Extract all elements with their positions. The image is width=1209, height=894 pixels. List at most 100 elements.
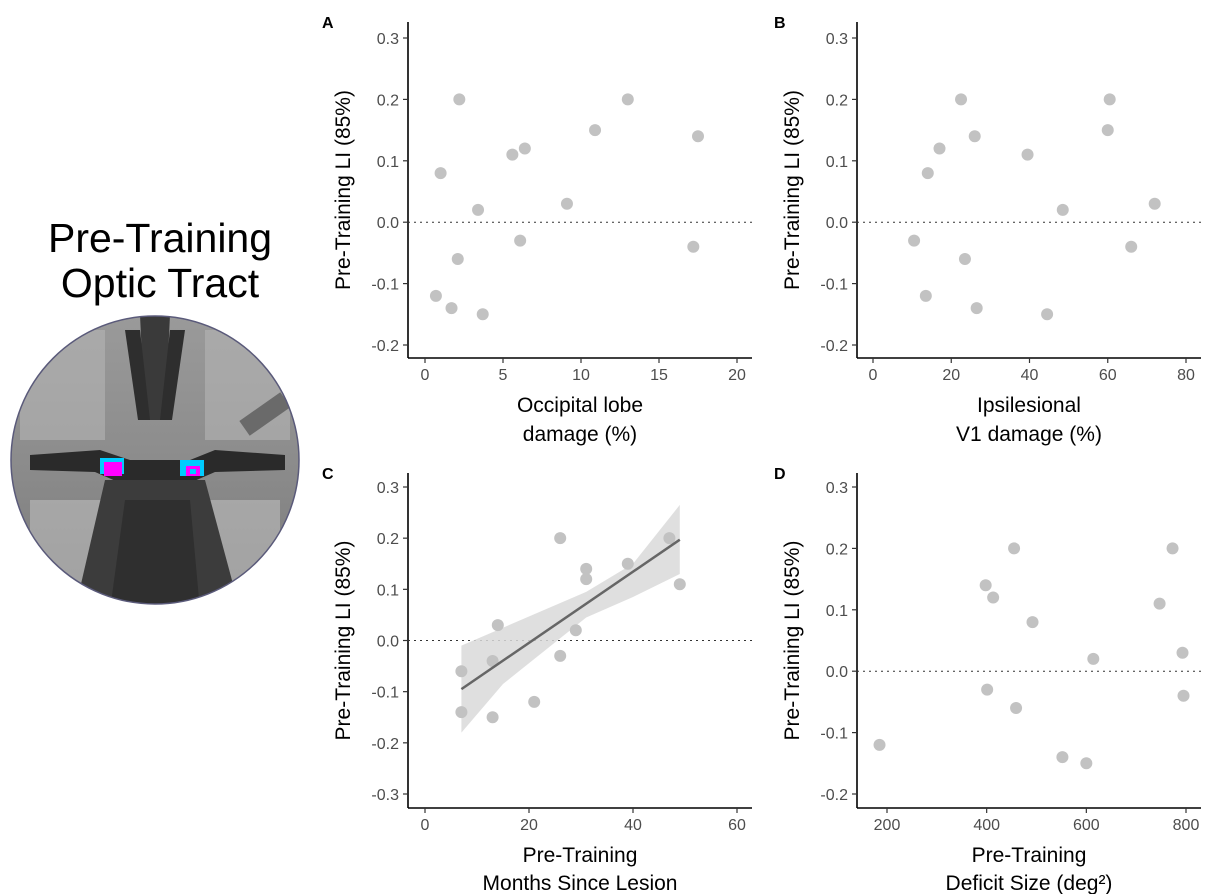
chart-panel-a: A -0.2 -0.1 0.0 0.1 0.2 0.3 0 5 10 15 20 Pre-Trainin… xyxy=(322,15,752,446)
y-tick-label: 0.3 xyxy=(826,480,848,497)
chart-panel-d: D -0.2 -0.1 0.0 0.1 0.2 0.3 200 400 600 800 Pre-Tra… xyxy=(774,466,1201,894)
y-tick-label: 0.3 xyxy=(826,31,848,48)
x-axis-title-line2: damage (%) xyxy=(523,423,637,446)
y-tick-label: 0.1 xyxy=(377,582,399,599)
y-tick-label: -0.1 xyxy=(371,685,399,702)
data-point xyxy=(1101,124,1114,137)
y-tick-label: 0.0 xyxy=(826,664,848,681)
x-tick-label: 10 xyxy=(572,367,590,384)
regression-line xyxy=(460,538,681,691)
data-point xyxy=(968,130,981,143)
y-tick-label: 0.0 xyxy=(826,215,848,232)
data-point xyxy=(673,578,686,591)
y-tick-label: -0.3 xyxy=(371,787,399,804)
data-point xyxy=(1010,702,1023,715)
data-point xyxy=(621,93,634,106)
x-tick-label: 80 xyxy=(1177,367,1195,384)
x-tick-label: 200 xyxy=(874,817,901,834)
x-tick-label: 20 xyxy=(520,817,538,834)
data-point xyxy=(1021,148,1034,161)
data-point xyxy=(455,665,468,678)
y-tick-label: 0.2 xyxy=(826,541,848,558)
panel-label: B xyxy=(774,15,786,32)
x-axis-title-line2: Months Since Lesion xyxy=(483,872,678,894)
y-tick-label: -0.1 xyxy=(820,726,848,743)
data-point xyxy=(514,234,527,247)
y-tick-label: -0.1 xyxy=(820,277,848,294)
y-tick-label: -0.1 xyxy=(371,277,399,294)
data-point xyxy=(451,253,464,266)
x-tick-label: 60 xyxy=(728,817,746,834)
y-tick-label: 0.2 xyxy=(377,531,399,548)
x-axis-title-line2: V1 damage (%) xyxy=(956,423,1102,446)
panel-label: D xyxy=(774,466,786,483)
data-point xyxy=(580,562,593,575)
y-tick-label: 0.3 xyxy=(377,31,399,48)
x-tick-label: 20 xyxy=(728,367,746,384)
data-point xyxy=(472,203,485,216)
data-point xyxy=(1148,197,1161,210)
x-tick-label: 15 xyxy=(650,367,668,384)
data-point xyxy=(663,532,676,545)
y-tick-label: 0.2 xyxy=(826,92,848,109)
chart-panels: A -0.2 -0.1 0.0 0.1 0.2 0.3 0 5 10 15 20 Pre-Trainin… xyxy=(322,15,1201,894)
y-axis-title: Pre-Training LI (85%) xyxy=(781,541,804,741)
data-point xyxy=(476,308,489,321)
data-point xyxy=(1125,240,1138,253)
data-point xyxy=(491,619,504,632)
y-tick-label: 0.1 xyxy=(377,154,399,171)
x-axis-title-line2: Deficit Size (deg²) xyxy=(946,872,1113,894)
data-point xyxy=(429,289,442,302)
data-point xyxy=(970,302,983,315)
brain-mri-image xyxy=(10,315,300,605)
y-tick-label: 0.1 xyxy=(826,603,848,620)
data-point xyxy=(987,591,1000,604)
data-point xyxy=(1056,203,1069,216)
data-point xyxy=(528,695,541,708)
x-tick-label: 20 xyxy=(942,367,960,384)
data-point xyxy=(1041,308,1054,321)
data-point xyxy=(1153,597,1166,610)
y-tick-label: 0.0 xyxy=(377,634,399,651)
data-point xyxy=(1176,646,1189,659)
figure-title-line1: Pre-Training xyxy=(48,215,272,261)
data-point xyxy=(933,142,946,155)
data-point xyxy=(506,148,519,161)
x-tick-label: 0 xyxy=(421,367,430,384)
data-point xyxy=(1080,757,1093,770)
x-tick-label: 800 xyxy=(1173,817,1200,834)
data-point xyxy=(554,532,567,545)
y-tick-label: -0.2 xyxy=(820,338,848,355)
x-axis-title-line1: Ipsilesional xyxy=(977,394,1081,417)
data-point xyxy=(569,624,582,637)
data-point xyxy=(486,654,499,667)
y-tick-label: 0.1 xyxy=(826,154,848,171)
data-point xyxy=(979,579,992,592)
chart-panel-b: B -0.2 -0.1 0.0 0.1 0.2 0.3 0 20 40 60 80 Pre-Traini… xyxy=(774,15,1201,446)
x-axis-title-line1: Pre-Training xyxy=(972,844,1087,867)
y-tick-label: 0.0 xyxy=(377,215,399,232)
x-tick-label: 5 xyxy=(499,367,508,384)
y-tick-label: 0.3 xyxy=(377,480,399,497)
data-point xyxy=(908,234,921,247)
x-tick-label: 600 xyxy=(1073,817,1100,834)
chart-panel-c: C -0.3 -0.2 -0.1 0.0 0.1 0.2 0.3 0 20 40 60 Pre-Trai… xyxy=(322,466,752,894)
data-point xyxy=(687,240,700,253)
x-tick-label: 0 xyxy=(869,367,878,384)
data-point xyxy=(1177,689,1190,702)
data-point xyxy=(453,93,466,106)
x-tick-label: 400 xyxy=(973,817,1000,834)
y-tick-label: 0.2 xyxy=(377,92,399,109)
data-point xyxy=(554,649,567,662)
y-tick-label: -0.2 xyxy=(820,787,848,804)
data-point xyxy=(981,683,994,696)
data-point xyxy=(434,167,447,180)
y-axis-title: Pre-Training LI (85%) xyxy=(332,90,355,290)
figure-title-line2: Optic Tract xyxy=(61,260,260,306)
x-tick-label: 60 xyxy=(1099,367,1117,384)
data-point xyxy=(518,142,531,155)
y-axis-title: Pre-Training LI (85%) xyxy=(781,90,804,290)
data-point xyxy=(560,197,573,210)
panel-label: A xyxy=(322,15,334,32)
